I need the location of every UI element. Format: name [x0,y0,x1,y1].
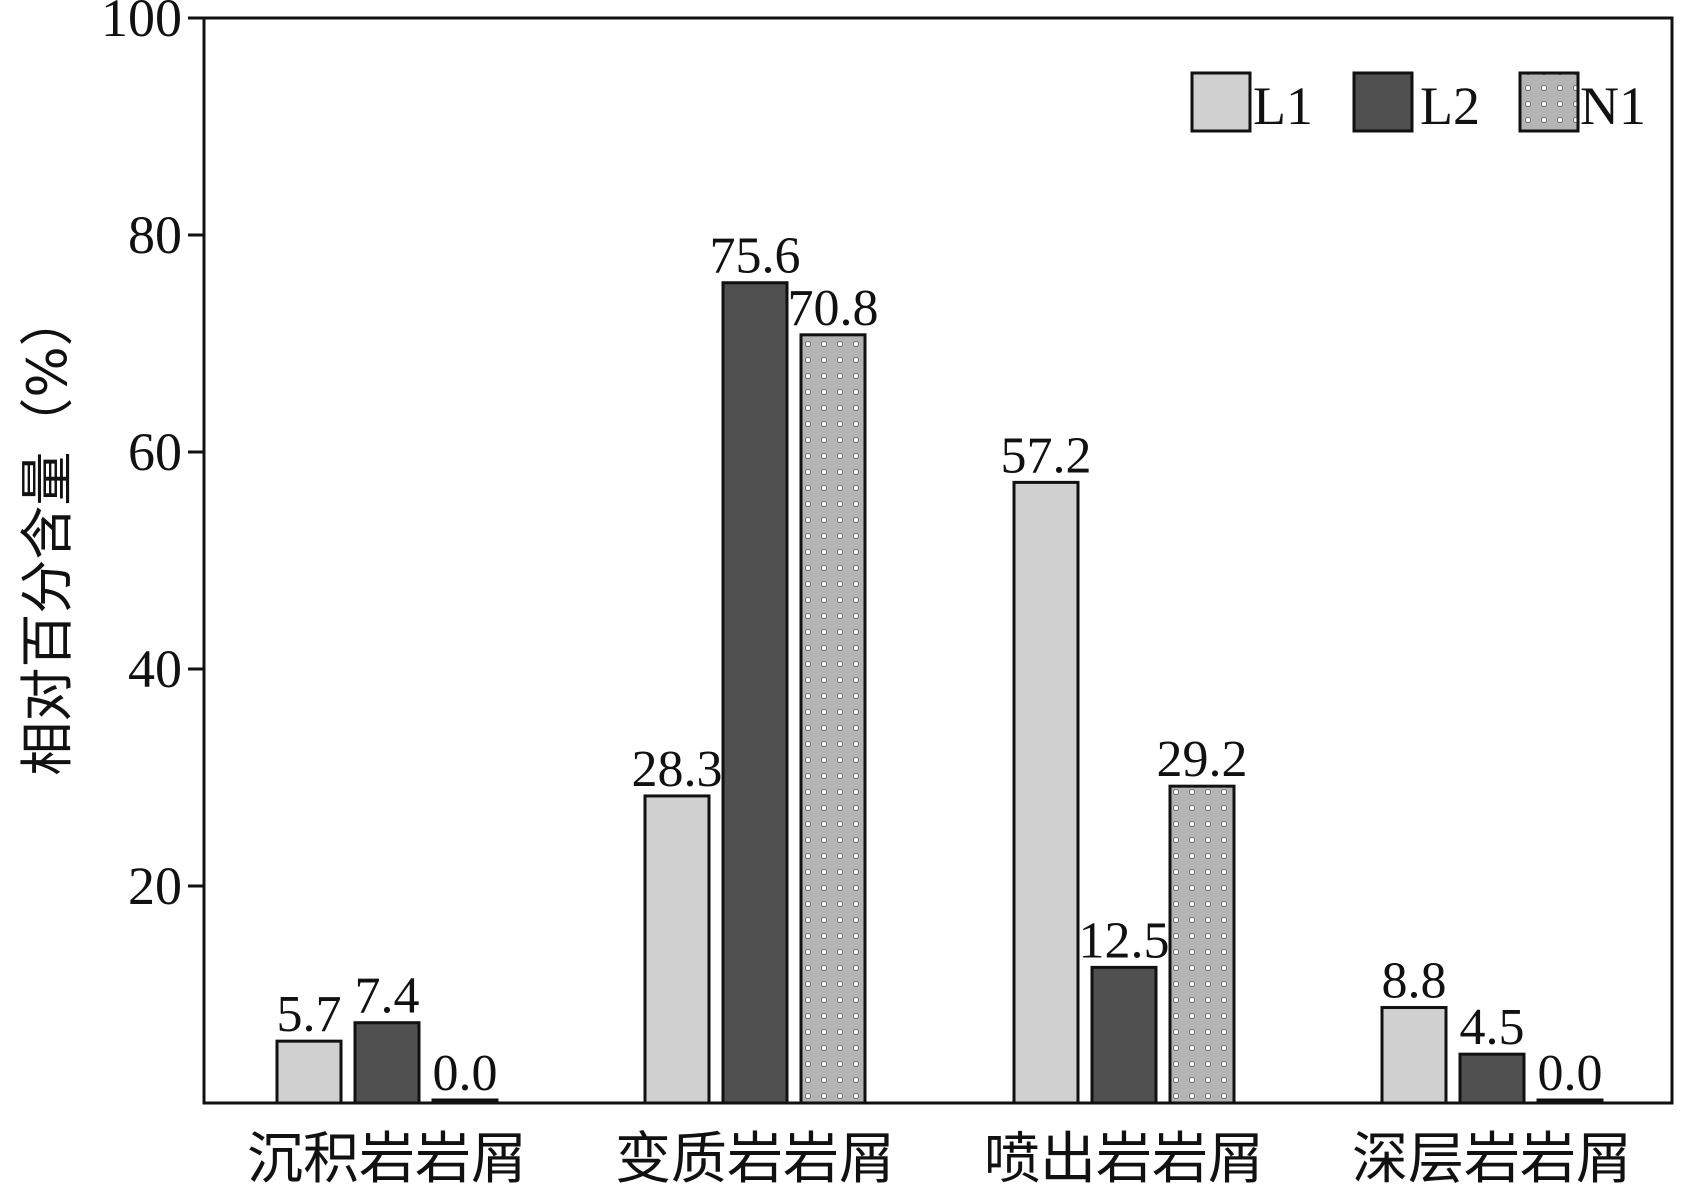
bar-L2-2 [721,281,789,1105]
data-label: 75.6 [710,228,801,285]
y-tick-label: 20 [128,856,182,916]
legend-swatch-L1 [1190,71,1252,133]
data-label: 29.2 [1157,731,1248,788]
bar-L2-1 [353,1021,421,1105]
legend-label-N1: N1 [1580,76,1646,136]
data-label: 0.0 [433,1045,498,1102]
data-label: 70.8 [788,280,879,337]
bar-L2-4 [1458,1052,1526,1105]
plot-frame [202,16,1674,1105]
legend-swatch-L2 [1352,71,1414,133]
x-tick-label: 深层岩岩屑 [1352,1127,1632,1192]
data-label: 8.8 [1382,953,1447,1010]
data-label: 7.4 [355,968,420,1025]
data-label: 0.0 [1538,1045,1603,1102]
bar-N1-3 [1168,784,1236,1105]
bar-N1-2 [799,333,867,1105]
y-tick-label: 100 [101,0,182,48]
data-label: 4.5 [1460,999,1525,1056]
x-tick-label: 喷出岩岩屑 [984,1127,1264,1192]
x-axis: 沉积岩岩屑 变质岩岩屑 喷出岩岩屑 深层岩岩屑 [247,1127,1632,1192]
legend-swatch-N1 [1518,71,1580,133]
data-label: 5.7 [277,986,342,1043]
bar-L1-3 [1012,480,1080,1105]
bars-group [275,281,1604,1105]
bar-L1-4 [1380,1006,1448,1105]
y-axis: 20 40 60 80 100 [101,0,204,916]
legend: L1 L2 N1 [1190,71,1646,136]
data-label: 12.5 [1079,912,1170,969]
legend-label-L1: L1 [1253,76,1313,136]
x-tick-label: 沉积岩岩屑 [247,1127,527,1192]
y-axis-label: 相对百分含量（%） [16,292,79,775]
bar-L1-1 [275,1039,343,1105]
bar-labels-group: 5.7 7.40.028.375.670.857.212.529.28.84.50… [277,228,1603,1102]
y-tick-label: 40 [128,639,182,699]
data-label: 57.2 [1001,427,1092,484]
data-label: 28.3 [632,741,723,798]
bar-L1-2 [643,794,711,1105]
legend-label-L2: L2 [1420,76,1480,136]
y-tick-label: 60 [128,422,182,482]
y-tick-label: 80 [128,205,182,265]
x-tick-label: 变质岩岩屑 [615,1127,895,1192]
bar-L2-3 [1090,965,1158,1105]
